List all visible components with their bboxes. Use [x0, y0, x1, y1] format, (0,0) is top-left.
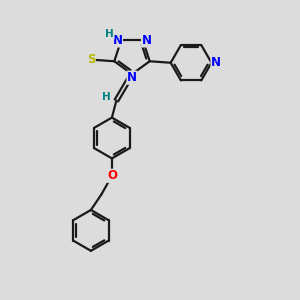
Text: N: N	[112, 34, 122, 47]
Text: N: N	[211, 56, 221, 69]
Text: H: H	[105, 29, 114, 39]
Text: H: H	[101, 92, 110, 103]
Text: N: N	[142, 34, 152, 47]
Text: S: S	[87, 53, 95, 66]
Text: O: O	[107, 169, 117, 182]
Text: N: N	[127, 71, 137, 84]
